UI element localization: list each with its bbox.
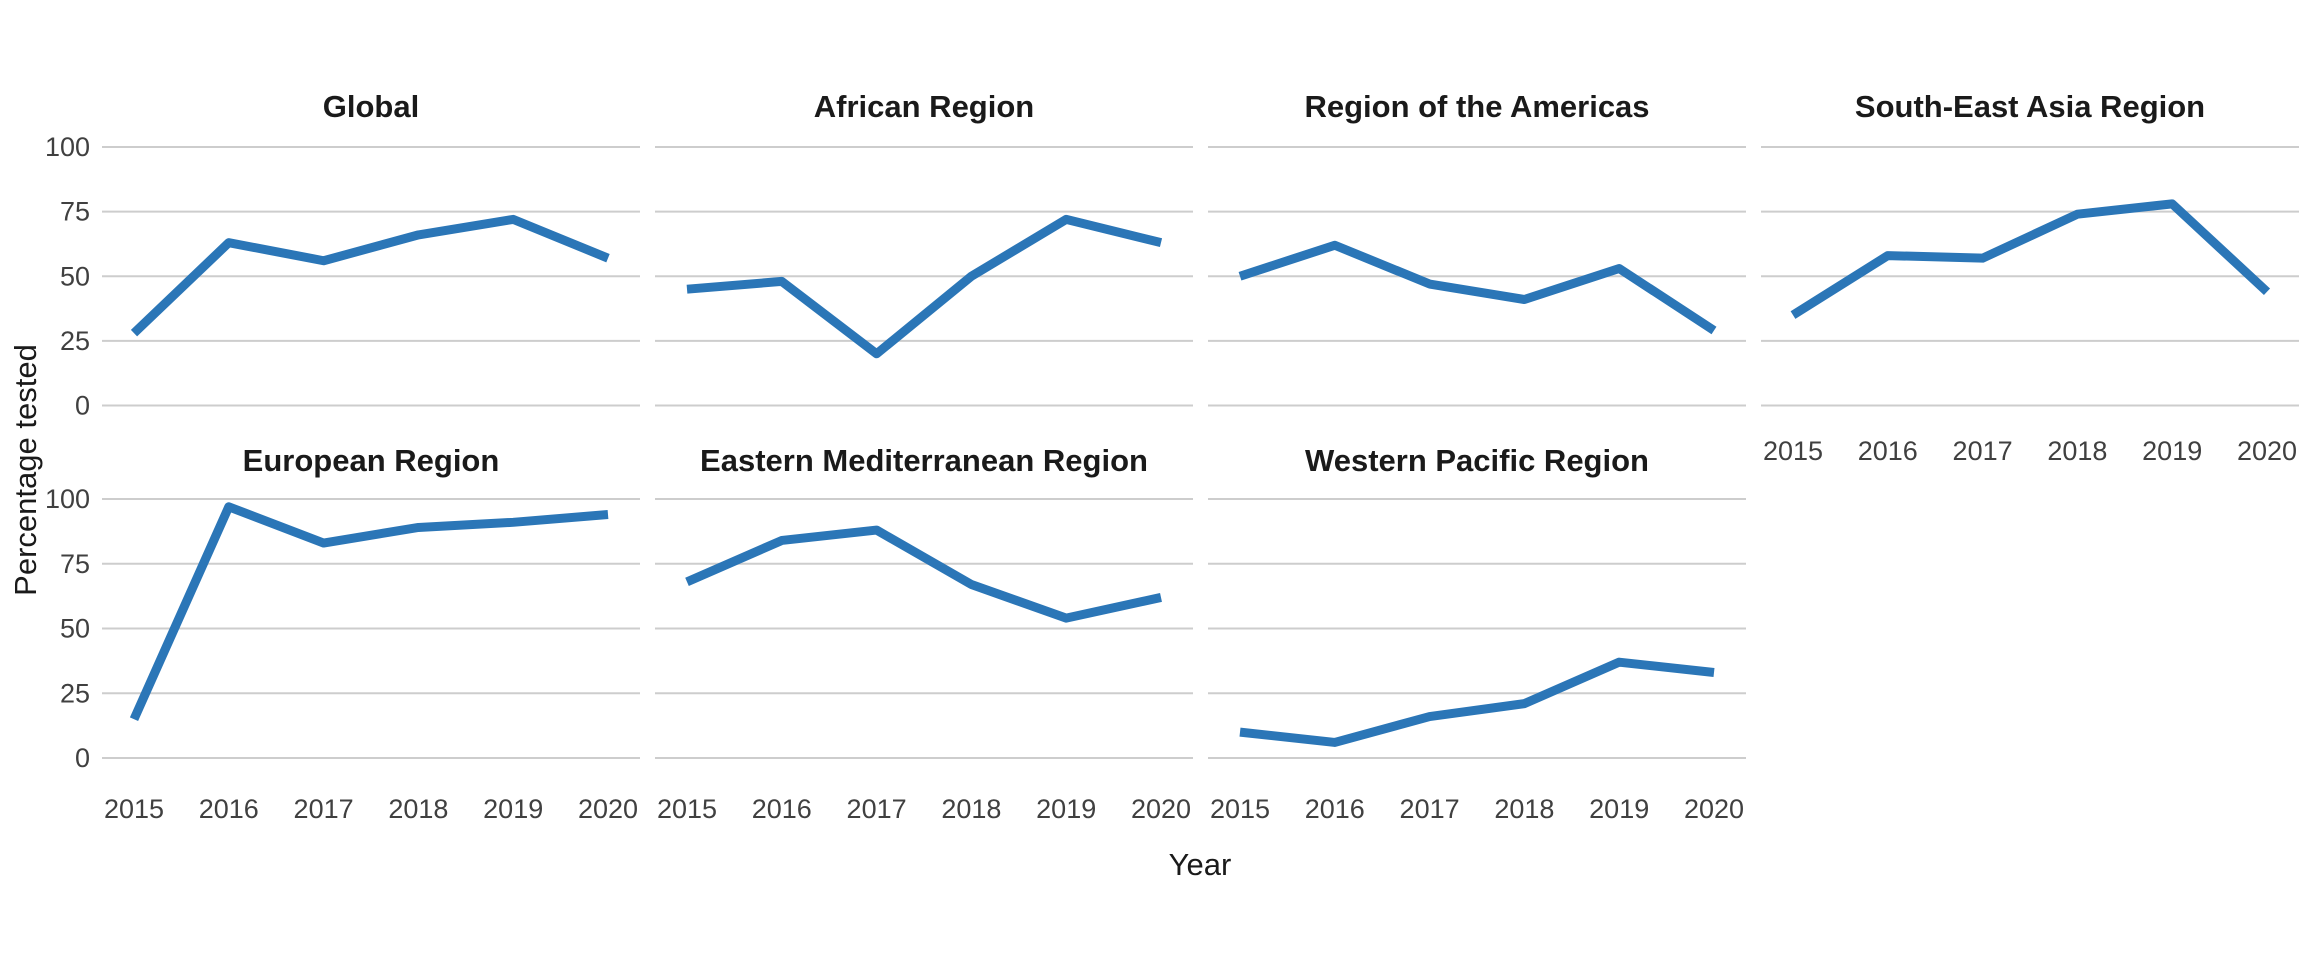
x-tick-label: 2020 — [2237, 436, 2297, 466]
y-tick-label: 25 — [60, 326, 90, 356]
x-tick-label: 2020 — [578, 794, 638, 824]
x-tick-label: 2015 — [104, 794, 164, 824]
data-line — [686, 214, 1163, 359]
facet-european-region: European Region 2015 2016 2017 2018 2019 2020 0… — [45, 443, 640, 824]
x-tick-label: 2019 — [2142, 436, 2202, 466]
y-tick-label: 75 — [60, 549, 90, 579]
x-tick-label: 2019 — [1589, 794, 1649, 824]
facet-eastern-mediterranean-region: Eastern Mediterranean Region 2015 2016 2017… — [655, 443, 1193, 824]
y-tick-label: 100 — [45, 484, 90, 514]
panel-title: Global — [323, 89, 419, 124]
y-tick-label: 0 — [75, 391, 90, 421]
y-tick-label: 25 — [60, 678, 90, 708]
x-tick-label: 2017 — [294, 794, 354, 824]
x-tick-label: 2018 — [388, 794, 448, 824]
x-tick-label: 2019 — [483, 794, 543, 824]
panel-title: South-East Asia Region — [1855, 89, 2205, 124]
x-tick-label: 2016 — [752, 794, 812, 824]
panel-title: European Region — [243, 443, 500, 478]
data-line — [685, 525, 1162, 623]
x-tick-label: 2018 — [2047, 436, 2107, 466]
x-tick-label: 2015 — [1763, 436, 1823, 466]
x-tick-label: 2017 — [1953, 436, 2013, 466]
facet-global: Global 0 25 50 75 100 — [45, 89, 640, 421]
y-tick-label: 75 — [60, 197, 90, 227]
y-tick-label: 50 — [60, 614, 90, 644]
y-tick-label: 0 — [75, 743, 90, 773]
y-axis-title: Percentage tested — [8, 344, 43, 596]
x-tick-label: 2016 — [1858, 436, 1918, 466]
x-tick-label: 2016 — [1305, 794, 1365, 824]
panel-title: Region of the Americas — [1304, 89, 1649, 124]
x-axis-title: Year — [1168, 847, 1232, 882]
panel-title: African Region — [814, 89, 1034, 124]
x-tick-label: 2018 — [941, 794, 1001, 824]
data-line — [130, 214, 610, 337]
data-line — [1790, 199, 2271, 319]
x-tick-label: 2019 — [1036, 794, 1096, 824]
x-tick-label: 2020 — [1684, 794, 1744, 824]
x-tick-label: 2017 — [1400, 794, 1460, 824]
data-line — [1239, 657, 1715, 747]
x-tick-label: 2018 — [1494, 794, 1554, 824]
facet-african-region: African Region — [655, 89, 1193, 407]
data-line — [1238, 240, 1717, 335]
x-tick-label: 2015 — [1210, 794, 1270, 824]
facet-western-pacific-region: Western Pacific Region 2015 2016 2017 2018 20… — [1208, 443, 1746, 824]
data-line — [129, 502, 609, 721]
x-tick-label: 2015 — [657, 794, 717, 824]
panel-title: Western Pacific Region — [1305, 443, 1649, 478]
x-tick-label: 2020 — [1131, 794, 1191, 824]
facet-region-of-the-americas: Region of the Americas — [1208, 89, 1746, 407]
panel-title: Eastern Mediterranean Region — [700, 443, 1148, 478]
y-tick-label: 50 — [60, 261, 90, 291]
x-tick-label: 2016 — [199, 794, 259, 824]
facet-south-east-asia-region: South-East Asia Region 2015 2016 2017 2018 20… — [1761, 89, 2299, 466]
x-tick-label: 2017 — [847, 794, 907, 824]
y-tick-label: 100 — [45, 132, 90, 162]
